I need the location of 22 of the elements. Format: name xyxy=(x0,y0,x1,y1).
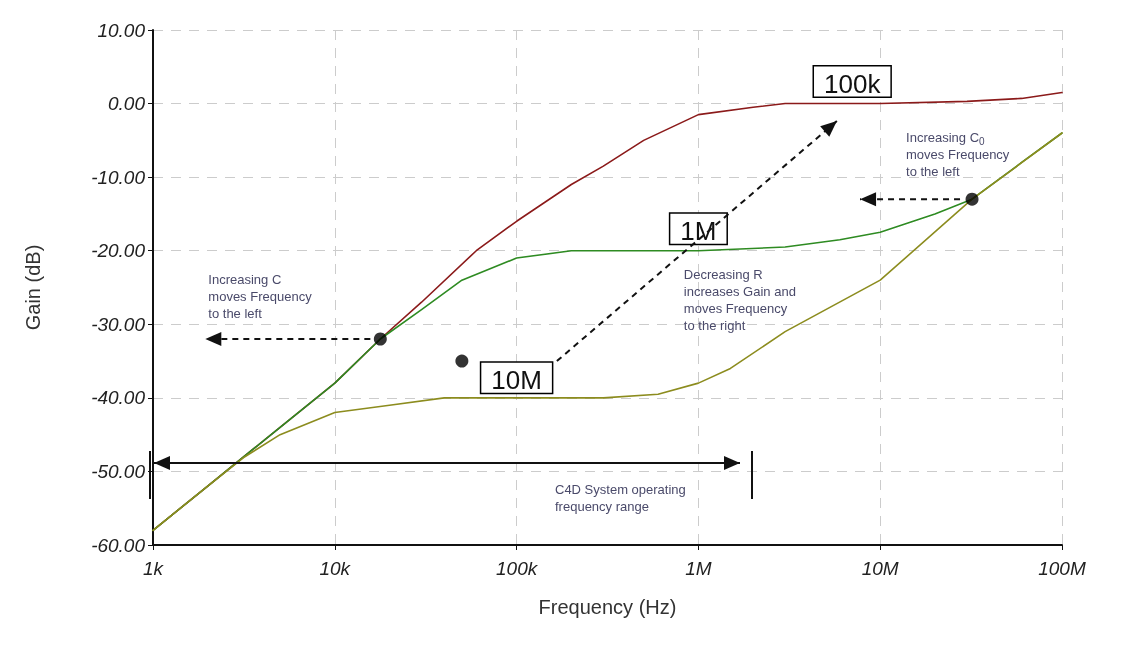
x-tick-label: 10k xyxy=(319,558,352,579)
y-tick-label: -40.00 xyxy=(91,387,146,409)
y-tick-label: 0.00 xyxy=(108,93,146,115)
x-tick-label: 100M xyxy=(1038,558,1086,579)
annotation: Decreasing R increases Gain and moves Frequency to the right xyxy=(683,267,796,334)
series-label: 100k xyxy=(824,68,882,99)
annotation: C4D System operating frequency range xyxy=(555,482,686,514)
annotation: Increasing C moves Frequency to the left xyxy=(208,272,313,321)
y-tick-label: -50.00 xyxy=(91,460,146,482)
y-tick-label: -30.00 xyxy=(91,313,146,335)
x-tick-label: 10M xyxy=(861,558,899,579)
x-tick-label: 1M xyxy=(685,558,712,579)
x-tick-label: 100k xyxy=(496,558,539,579)
x-tick-label: 1k xyxy=(142,558,165,579)
y-axis-title: Gain (dB) xyxy=(22,244,44,331)
x-axis-title: Frequency (Hz) xyxy=(538,596,677,618)
y-tick-label: -20.00 xyxy=(91,240,146,262)
y-tick-label: -60.00 xyxy=(91,534,146,556)
series-label: 10M xyxy=(491,364,542,395)
y-tick-label: 10.00 xyxy=(97,19,146,41)
series-label: 1M xyxy=(680,215,717,246)
y-tick-label: -10.00 xyxy=(91,166,146,188)
